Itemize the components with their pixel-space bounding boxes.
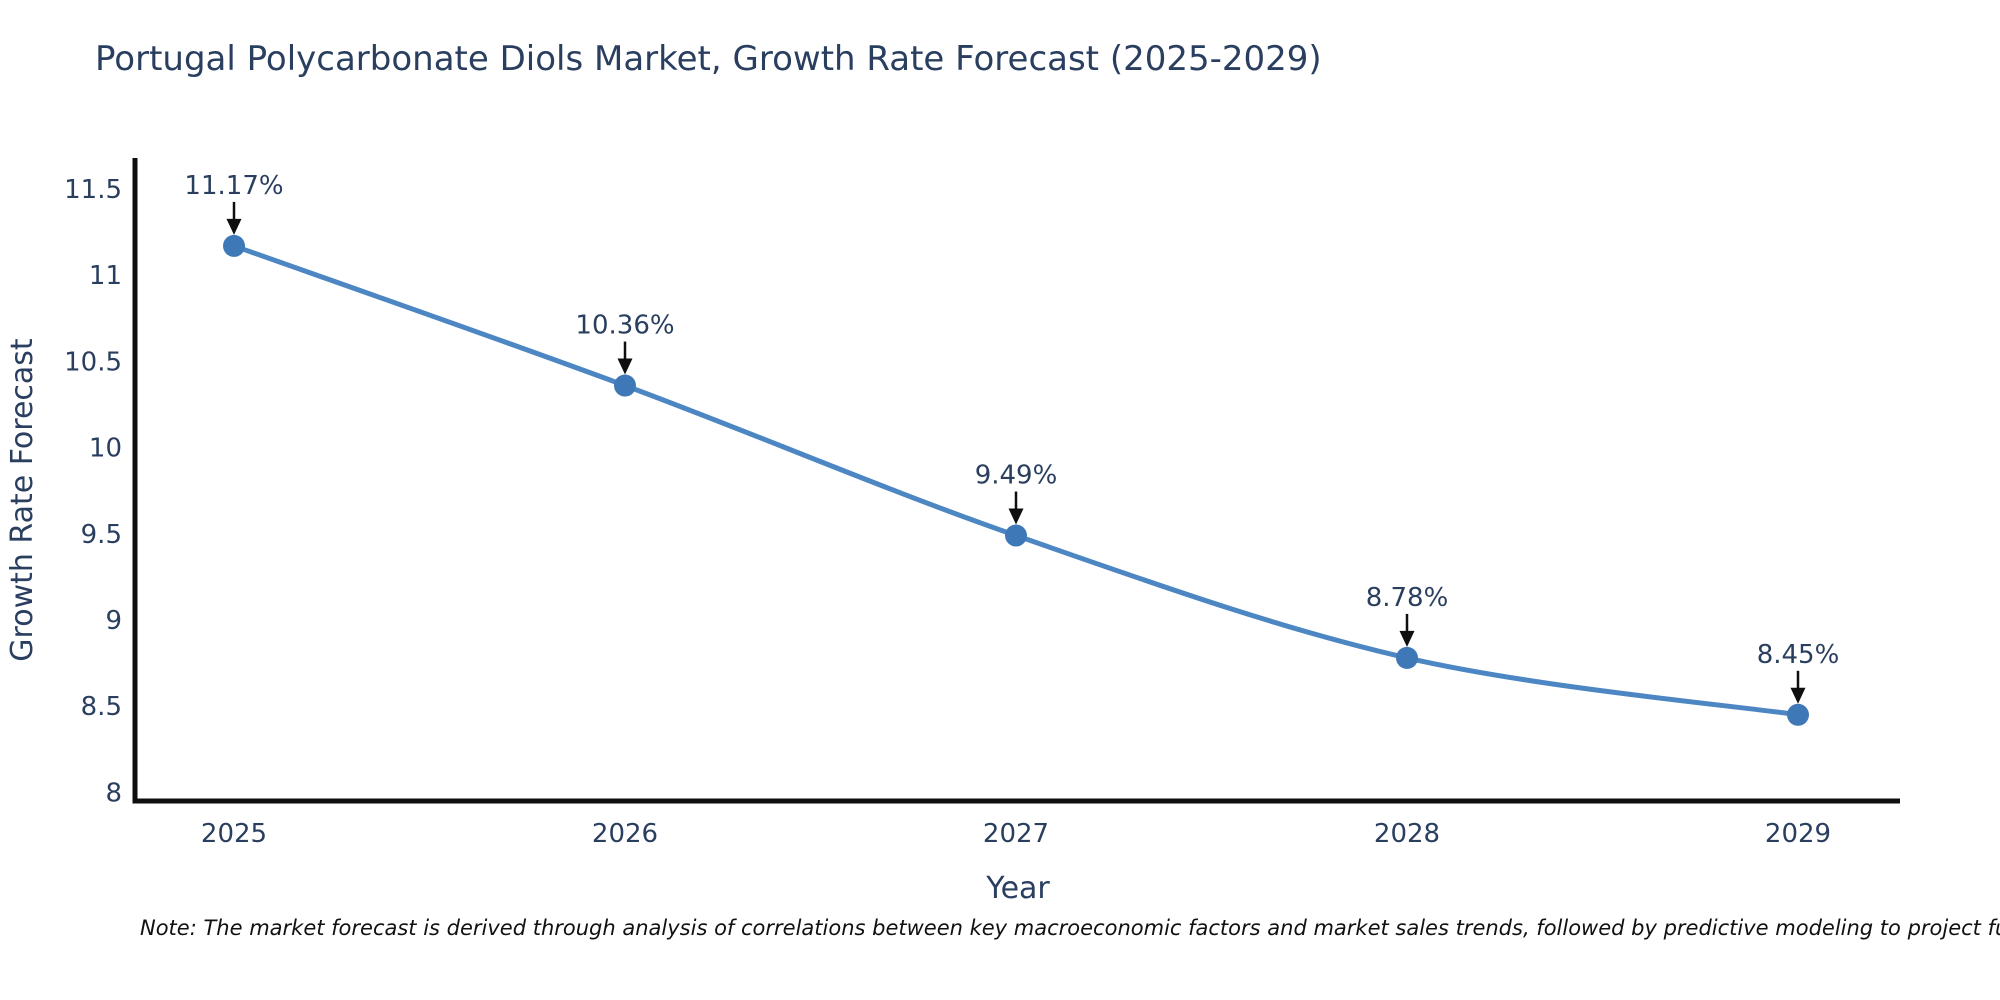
y-tick-label: 9.5 <box>81 520 122 550</box>
point-annotations: 11.17% 10.36% 9.49% 8.78% 8.45% <box>184 171 1839 704</box>
x-axis-title: Year <box>985 871 1050 906</box>
y-tick-label: 10.5 <box>64 347 122 377</box>
y-tick-label: 11 <box>89 261 122 291</box>
x-axis-tick-labels: 2025 2026 2027 2028 2029 <box>201 819 1831 849</box>
data-point-marker[interactable] <box>1787 703 1809 726</box>
y-tick-label: 9 <box>105 606 122 636</box>
y-tick-label: 10 <box>89 434 122 464</box>
annotation-label: 8.78% <box>1366 583 1449 613</box>
x-tick-label: 2026 <box>592 819 658 849</box>
annotation-label: 8.45% <box>1757 640 1840 670</box>
annotation-arrowhead-icon <box>226 218 242 235</box>
x-tick-label: 2025 <box>201 819 267 849</box>
x-tick-label: 2027 <box>983 819 1049 849</box>
annotation-arrowhead-icon <box>1790 687 1806 704</box>
y-axis-tick-labels: 8 8.5 9 9.5 10 10.5 11 11.5 <box>64 175 122 808</box>
footnote: Note: The market forecast is derived thr… <box>140 916 2000 940</box>
y-axis-title: Growth Rate Forecast <box>5 338 40 662</box>
y-tick-label: 11.5 <box>64 175 122 205</box>
y-tick-label: 8.5 <box>81 692 122 722</box>
annotation-label: 9.49% <box>975 461 1058 491</box>
chart-title: Portugal Polycarbonate Diols Market, Gro… <box>95 39 1322 79</box>
data-point-marker[interactable] <box>1396 646 1418 669</box>
annotation-arrowhead-icon <box>1399 630 1415 647</box>
data-point-marker[interactable] <box>1005 524 1027 547</box>
x-tick-label: 2028 <box>1374 819 1440 849</box>
data-point-marker[interactable] <box>223 234 245 257</box>
annotation-label: 10.36% <box>575 311 674 341</box>
annotation-arrowhead-icon <box>617 358 633 375</box>
x-tick-label: 2029 <box>1765 819 1831 849</box>
data-point-markers <box>223 234 1809 726</box>
y-tick-label: 8 <box>105 778 122 808</box>
data-point-marker[interactable] <box>614 374 636 397</box>
annotation-arrowhead-icon <box>1008 508 1024 525</box>
annotation-label: 11.17% <box>184 171 283 201</box>
